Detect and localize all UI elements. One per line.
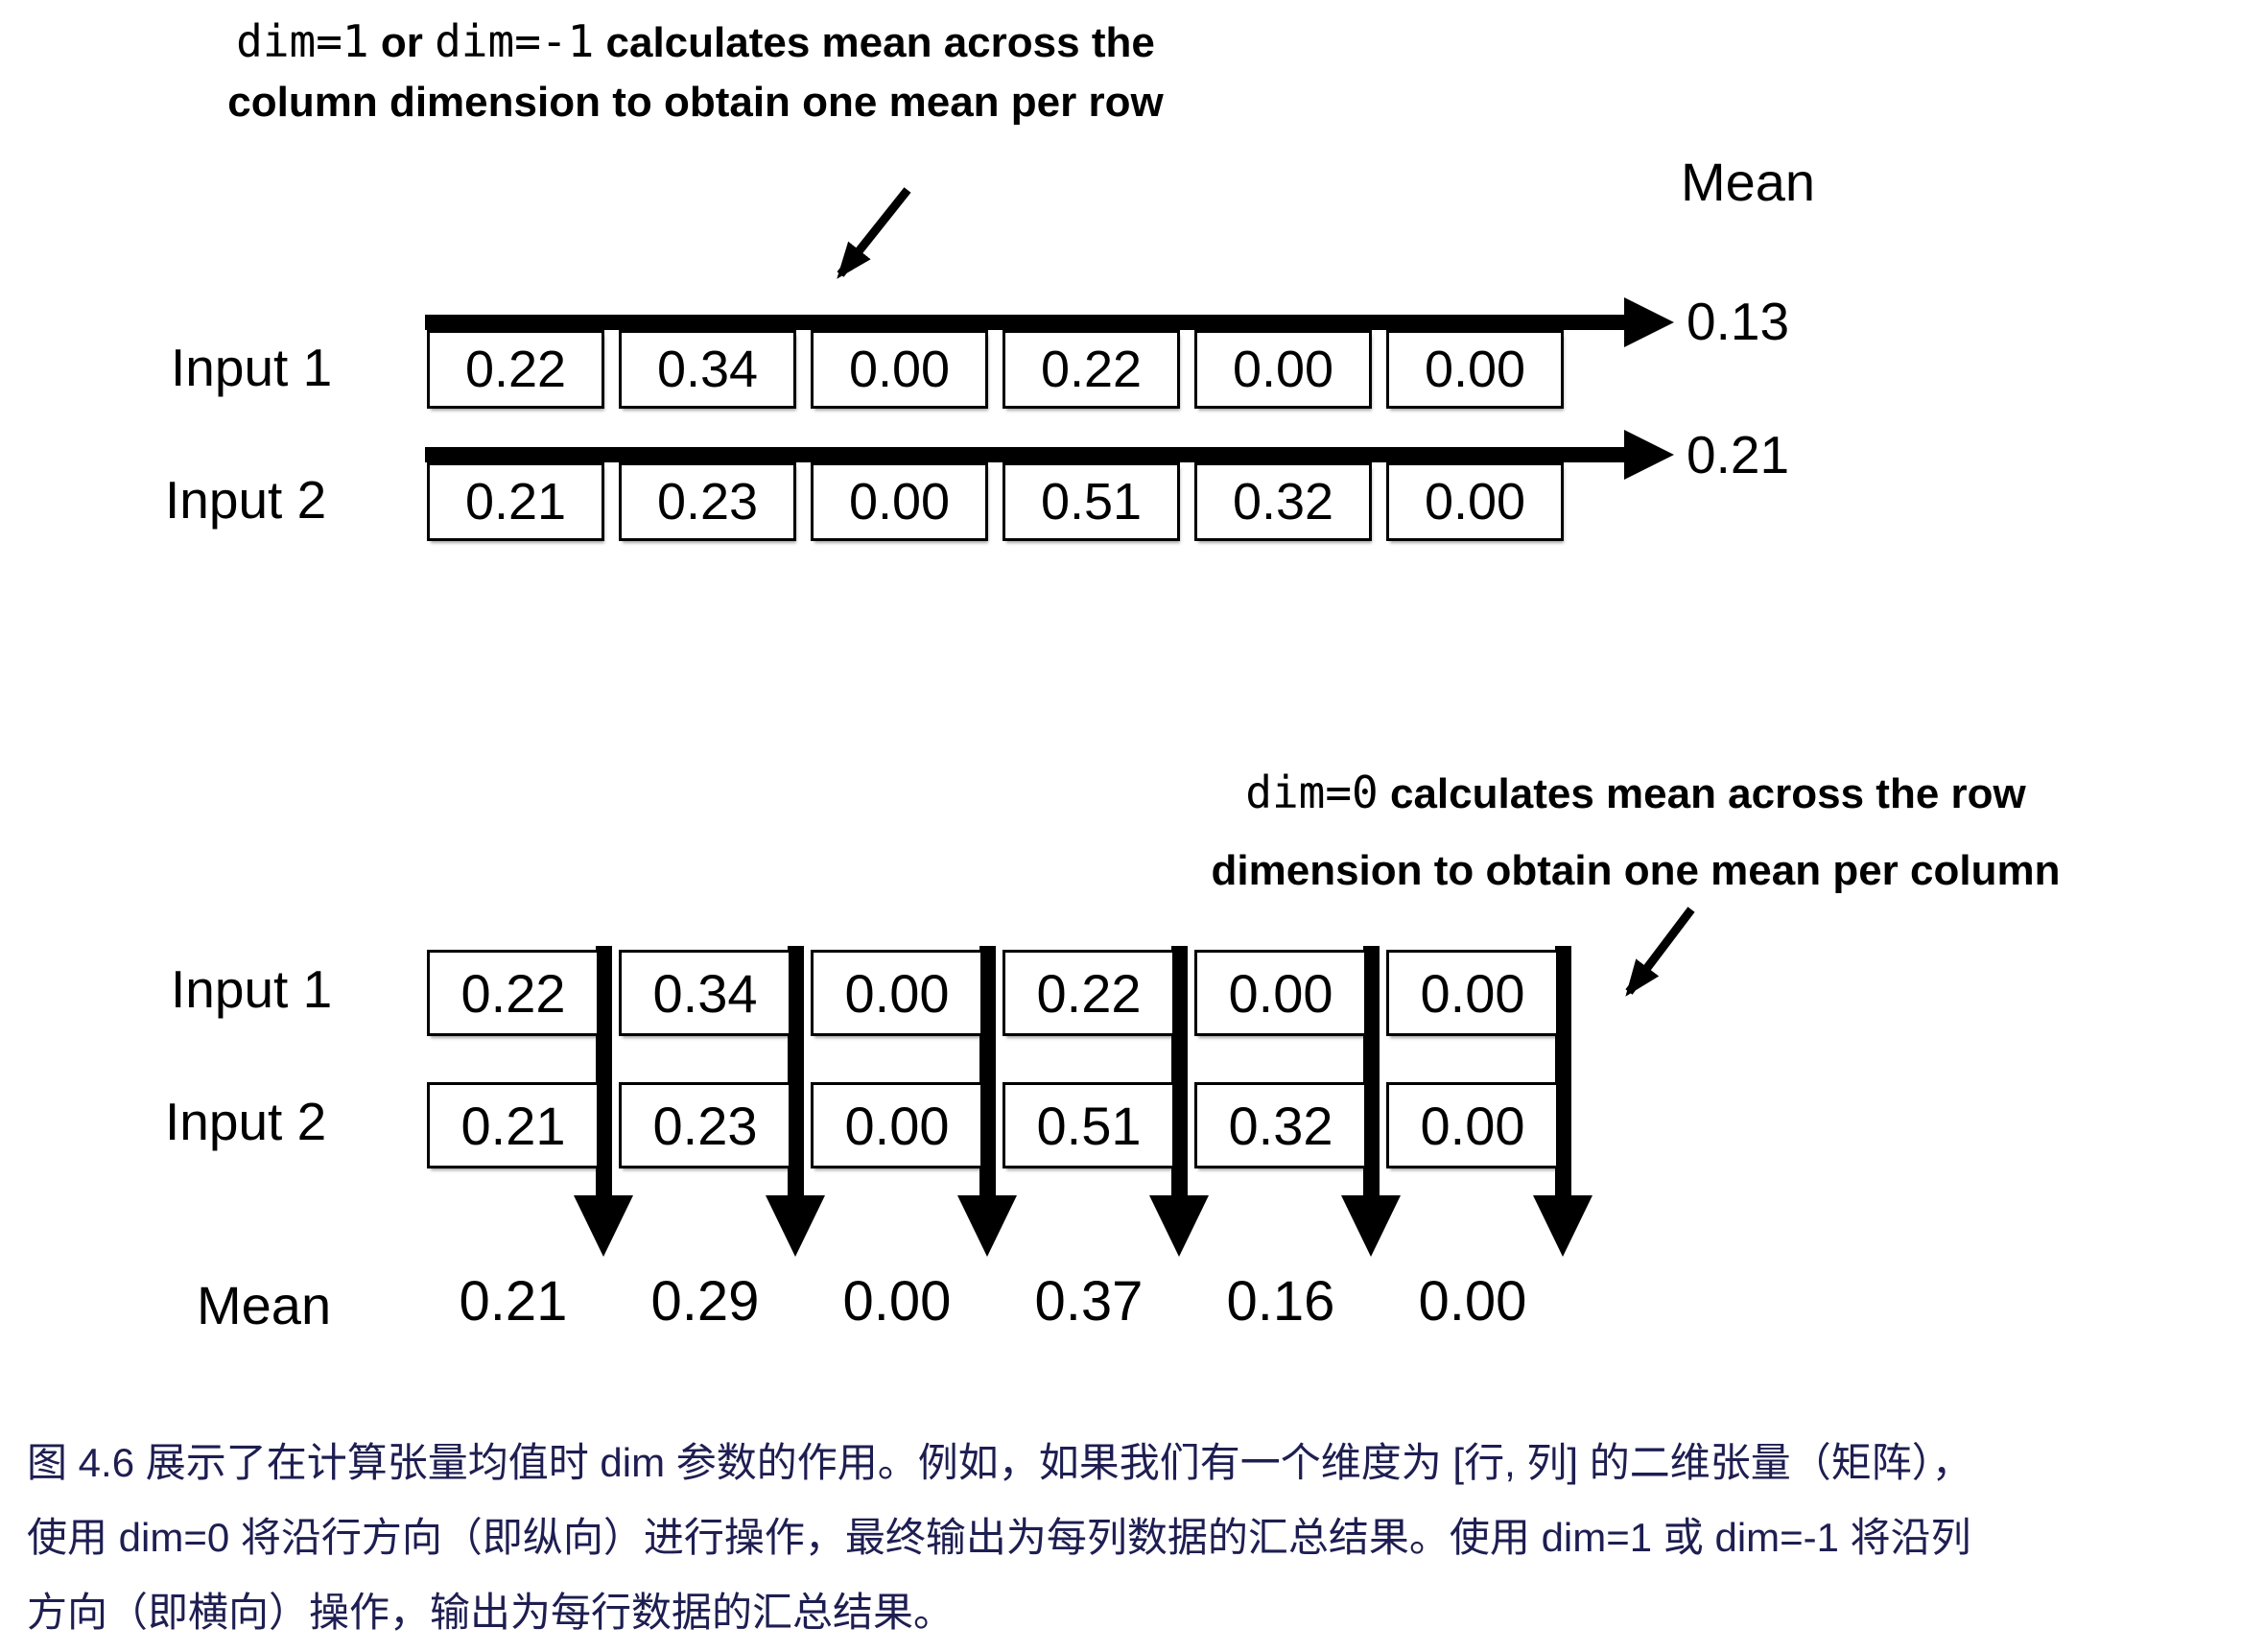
col2-arrow-head-icon (766, 1195, 825, 1257)
input1-label-bottom: Input 1 (171, 959, 333, 1019)
input2-label-bottom: Input 2 (165, 1092, 327, 1151)
annotation-dim1-line1: dim=1 or dim=-1 calculates mean across t… (144, 12, 1247, 73)
annotation-dim0-line2: dimension to obtain one mean per column (1211, 847, 2061, 894)
mean-value: 0.00 (1418, 1270, 1527, 1333)
tensor-cell: 0.00 (1194, 330, 1372, 409)
figure-caption: 图 4.6 展示了在计算张量均值时 dim 参数的作用。例如，如果我们有一个维度… (27, 1426, 1972, 1650)
tensor-row1-bottom: 0.22 0.34 0.00 0.22 0.00 0.00 (427, 950, 1559, 1036)
annotation-dim1-line2: column dimension to obtain one mean per … (227, 79, 1164, 126)
col4-arrow-shaft (1171, 946, 1188, 1195)
tensor-cell: 0.00 (811, 1082, 983, 1168)
col5-arrow-shaft (1363, 946, 1380, 1195)
mean-row-values: 0.21 0.29 0.00 0.37 0.16 0.00 (427, 1268, 1559, 1335)
tensor-cell: 0.22 (427, 950, 600, 1036)
tensor-cell: 0.00 (811, 950, 983, 1036)
mean-value: 0.00 (842, 1270, 952, 1333)
col5-arrow-head-icon (1341, 1195, 1401, 1257)
tensor-cell: 0.22 (1003, 330, 1180, 409)
tensor-cell: 0.51 (1003, 462, 1180, 541)
annotation-or: or (380, 19, 423, 66)
row2-arrow-shaft (425, 447, 1624, 462)
tensor-cell: 0.00 (811, 330, 988, 409)
tensor-cell: 0.22 (1003, 950, 1175, 1036)
col2-arrow-shaft (788, 946, 804, 1195)
tensor-cell: 0.00 (811, 462, 988, 541)
caption-line: 图 4.6 展示了在计算张量均值时 dim 参数的作用。例如，如果我们有一个维度… (27, 1440, 1972, 1485)
tensor-row2-bottom: 0.21 0.23 0.00 0.51 0.32 0.00 (427, 1082, 1559, 1168)
tensor-cell: 0.21 (427, 462, 604, 541)
row1-arrow-head-icon (1624, 297, 1674, 347)
tensor-cell: 0.32 (1194, 1082, 1367, 1168)
mean-value: 0.21 (459, 1270, 568, 1333)
row2-arrow-head-icon (1624, 430, 1674, 480)
col1-arrow-shaft (596, 946, 612, 1195)
mean-value: 0.37 (1034, 1270, 1144, 1333)
annotation-dim0-rest: calculates mean across the row (1389, 770, 2026, 817)
tensor-cell: 0.00 (1386, 330, 1564, 409)
mean-row-label: Mean (197, 1275, 332, 1335)
tensor-cell: 0.21 (427, 1082, 600, 1168)
col6-arrow-head-icon (1533, 1195, 1592, 1257)
row1-mean-value: 0.13 (1687, 292, 1790, 351)
col3-arrow-shaft (979, 946, 996, 1195)
tensor-cell: 0.34 (619, 950, 791, 1036)
caption-line: 使用 dim=0 将沿行方向（即纵向）进行操作，最终输出为每列数据的汇总结果。使… (27, 1515, 1971, 1560)
tensor-cell: 0.22 (427, 330, 604, 409)
tensor-cell: 0.34 (619, 330, 796, 409)
mean-value: 0.16 (1226, 1270, 1335, 1333)
tensor-row2-top: 0.21 0.23 0.00 0.51 0.32 0.00 (427, 462, 1564, 541)
tensor-cell: 0.32 (1194, 462, 1372, 541)
row1-arrow-shaft (425, 315, 1624, 330)
col4-arrow-head-icon (1149, 1195, 1209, 1257)
tensor-row1-top: 0.22 0.34 0.00 0.22 0.00 0.00 (427, 330, 1564, 409)
tensor-cell: 0.00 (1386, 1082, 1559, 1168)
annotation-arrow-icon (837, 187, 911, 279)
col6-arrow-shaft (1555, 946, 1571, 1195)
col3-arrow-head-icon (957, 1195, 1017, 1257)
code-dim-neg1: dim=-1 (435, 15, 595, 67)
input1-label-top: Input 1 (171, 338, 333, 397)
tensor-cell: 0.23 (619, 1082, 791, 1168)
annotation-dim1-rest: calculates mean across the (605, 19, 1155, 66)
annotation-dim1: dim=1 or dim=-1 calculates mean across t… (144, 12, 1247, 132)
annotation-dim0-line1: dim=0 calculates mean across the row (1036, 754, 2235, 833)
tensor-cell: 0.00 (1194, 950, 1367, 1036)
tensor-cell: 0.23 (619, 462, 796, 541)
annotation-arrow-icon (1625, 907, 1695, 997)
tensor-cell: 0.51 (1003, 1082, 1175, 1168)
col1-arrow-head-icon (574, 1195, 633, 1257)
mean-value: 0.29 (650, 1270, 760, 1333)
code-dim0: dim=0 (1245, 767, 1379, 818)
input2-label-top: Input 2 (165, 470, 327, 530)
caption-line: 方向（即横向）操作，输出为每行数据的汇总结果。 (27, 1590, 955, 1635)
tensor-cell: 0.00 (1386, 462, 1564, 541)
tensor-cell: 0.00 (1386, 950, 1559, 1036)
annotation-dim0: dim=0 calculates mean across the row dim… (1036, 754, 2235, 909)
code-dim1: dim=1 (236, 15, 369, 67)
row2-mean-value: 0.21 (1687, 425, 1790, 484)
mean-column-header: Mean (1680, 152, 1816, 212)
